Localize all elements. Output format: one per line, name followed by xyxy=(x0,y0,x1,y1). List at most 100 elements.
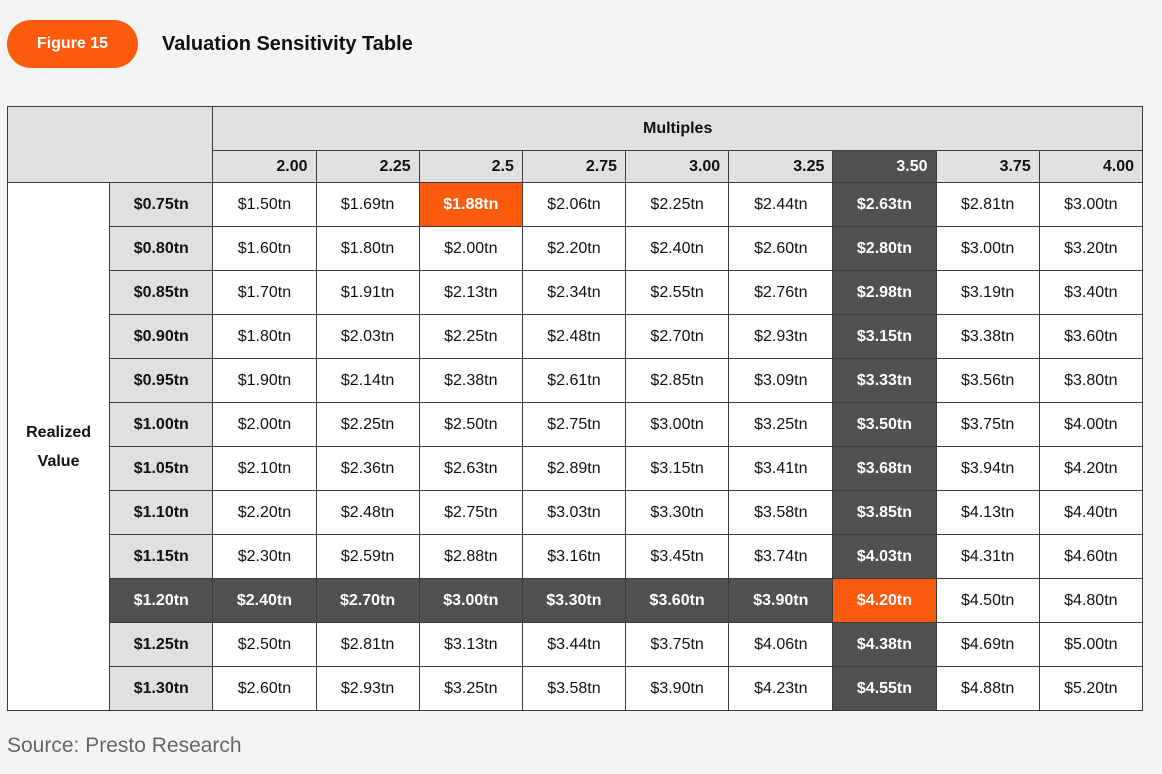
table-cell: $4.38tn xyxy=(832,622,937,667)
table-cell: $5.00tn xyxy=(1038,622,1144,667)
table-cell: $4.50tn xyxy=(935,578,1040,623)
table-cell: $2.80tn xyxy=(832,226,937,271)
table-row: $1.10tn $2.20tn $2.48tn $2.75tn $3.03tn $3.30… xyxy=(8,490,1144,535)
table-cell: $3.56tn xyxy=(935,358,1040,403)
table-cell: $4.80tn xyxy=(1038,578,1144,623)
table-cell: $2.25tn xyxy=(418,314,523,359)
table-cell: $3.60tn xyxy=(625,578,730,623)
table-cell: $2.36tn xyxy=(315,446,420,491)
table-cell: $3.16tn xyxy=(521,534,627,579)
table-row: Realized Value $0.75tn $1.50tn $1.69tn $1.88t… xyxy=(6,182,1144,711)
column-header: 4.00 xyxy=(1038,150,1144,183)
table-row: $1.15tn $2.30tn $2.59tn $2.88tn $3.16tn $3.45… xyxy=(8,534,1144,579)
table-cell: $1.90tn xyxy=(212,358,317,403)
table-cell: $2.88tn xyxy=(418,534,523,579)
table-cell: $2.89tn xyxy=(521,446,627,491)
source-note: Source: Presto Research xyxy=(7,734,242,757)
table-cell: $3.40tn xyxy=(1038,270,1144,315)
table-row: $1.20tn $2.40tn $2.70tn $3.00tn $3.30tn $3.60… xyxy=(8,578,1144,623)
table-row: $1.25tn $2.50tn $2.81tn $3.13tn $3.44tn $3.75… xyxy=(8,622,1144,667)
column-header: 3.00 xyxy=(625,150,730,183)
row-header: $0.90tn xyxy=(109,314,214,359)
table-cell: $2.38tn xyxy=(418,358,523,403)
column-header: 2.25 xyxy=(315,150,420,183)
table-cell: $3.00tn xyxy=(1038,182,1144,227)
table-cell: $2.63tn xyxy=(418,446,523,491)
figure-title: Valuation Sensitivity Table xyxy=(162,32,413,55)
table-cell: $3.13tn xyxy=(418,622,523,667)
table-cell: $2.10tn xyxy=(212,446,317,491)
column-header: 3.50 xyxy=(832,150,937,183)
table-cell: $2.25tn xyxy=(625,182,730,227)
table-cell: $3.50tn xyxy=(832,402,937,447)
table-row: $0.80tn $1.60tn $1.80tn $2.00tn $2.20tn $2.40… xyxy=(8,226,1144,271)
realized-label-line2: Value xyxy=(37,452,80,470)
table-cell: $3.94tn xyxy=(935,446,1040,491)
column-header: 3.25 xyxy=(728,150,834,183)
table-cell: $2.00tn xyxy=(212,402,317,447)
table-cell: $2.30tn xyxy=(212,534,317,579)
table-cell: $4.06tn xyxy=(728,622,834,667)
row-header: $1.30tn xyxy=(109,666,214,711)
table-cell: $1.50tn xyxy=(212,182,317,227)
column-header: 2.00 xyxy=(212,150,317,183)
table-cell: $4.31tn xyxy=(935,534,1040,579)
table-row: $0.90tn $1.80tn $2.03tn $2.25tn $2.48tn $2.70… xyxy=(8,314,1144,359)
table-cell: $3.74tn xyxy=(728,534,834,579)
table-cell: $5.20tn xyxy=(1038,666,1144,711)
table-cell: $2.13tn xyxy=(418,270,523,315)
column-header: 2.75 xyxy=(521,150,627,183)
table-cell: $3.68tn xyxy=(832,446,937,491)
table-cell: $1.69tn xyxy=(315,182,420,227)
sensitivity-table: Multiples 2.00 2.25 2.5 2.75 3.00 3.25 3.50 3.7… xyxy=(6,106,1144,711)
table-cell: $3.09tn xyxy=(728,358,834,403)
table-cell: $3.41tn xyxy=(728,446,834,491)
realized-value-label: Realized Value xyxy=(6,182,111,711)
column-header-row: 2.00 2.25 2.5 2.75 3.00 3.25 3.50 3.75 4.00 xyxy=(8,150,1144,183)
table-cell: $2.75tn xyxy=(418,490,523,535)
table-cell: $4.03tn xyxy=(832,534,937,579)
table-cell: $3.25tn xyxy=(418,666,523,711)
table-row: $0.85tn $1.70tn $1.91tn $2.13tn $2.34tn $2.55… xyxy=(8,270,1144,315)
table-cell: $2.75tn xyxy=(521,402,627,447)
table-cell: $2.48tn xyxy=(521,314,627,359)
table-cell: $3.00tn xyxy=(418,578,523,623)
table-cell: $3.75tn xyxy=(625,622,730,667)
table-cell: $2.61tn xyxy=(521,358,627,403)
table-row: $1.00tn $2.00tn $2.25tn $2.50tn $2.75tn $3.00… xyxy=(8,402,1144,447)
table-cell: $3.20tn xyxy=(1038,226,1144,271)
row-header: $1.25tn xyxy=(109,622,214,667)
table-cell: $1.60tn xyxy=(212,226,317,271)
table-cell: $3.80tn xyxy=(1038,358,1144,403)
table-cell: $2.81tn xyxy=(315,622,420,667)
table-cell: $2.44tn xyxy=(728,182,834,227)
table-cell: $3.30tn xyxy=(625,490,730,535)
table-body: Realized Value $0.75tn $1.50tn $1.69tn $1.88t… xyxy=(6,182,1144,711)
table-row: $0.95tn $1.90tn $2.14tn $2.38tn $2.61tn $2.85… xyxy=(8,358,1144,403)
table-cell: $3.00tn xyxy=(935,226,1040,271)
table-row: $1.05tn $2.10tn $2.36tn $2.63tn $2.89tn $3.15… xyxy=(8,446,1144,491)
row-header: $0.85tn xyxy=(109,270,214,315)
table-cell: $2.50tn xyxy=(212,622,317,667)
row-header: $0.95tn xyxy=(109,358,214,403)
table-cell: $2.93tn xyxy=(315,666,420,711)
table-cell: $3.33tn xyxy=(832,358,937,403)
table-row: $1.30tn $2.60tn $2.93tn $3.25tn $3.58tn $3.90… xyxy=(8,666,1144,711)
table-cell: $2.50tn xyxy=(418,402,523,447)
table-cell: $2.14tn xyxy=(315,358,420,403)
table-cell: $3.03tn xyxy=(521,490,627,535)
row-header: $1.20tn xyxy=(109,578,214,623)
figure-badge: Figure 15 xyxy=(7,20,138,68)
table-cell: $4.60tn xyxy=(1038,534,1144,579)
table-cell: $4.23tn xyxy=(728,666,834,711)
table-cell: $2.93tn xyxy=(728,314,834,359)
table-cell: $2.03tn xyxy=(315,314,420,359)
row-header: $1.10tn xyxy=(109,490,214,535)
table-cell: $3.15tn xyxy=(625,446,730,491)
figure-header: Figure 15 Valuation Sensitivity Table xyxy=(7,20,413,68)
table-cell: $1.80tn xyxy=(212,314,317,359)
table-cell: $2.20tn xyxy=(521,226,627,271)
table-cell: $1.80tn xyxy=(315,226,420,271)
table-cell: $3.58tn xyxy=(728,490,834,535)
table-cell: $1.88tn xyxy=(418,182,523,227)
